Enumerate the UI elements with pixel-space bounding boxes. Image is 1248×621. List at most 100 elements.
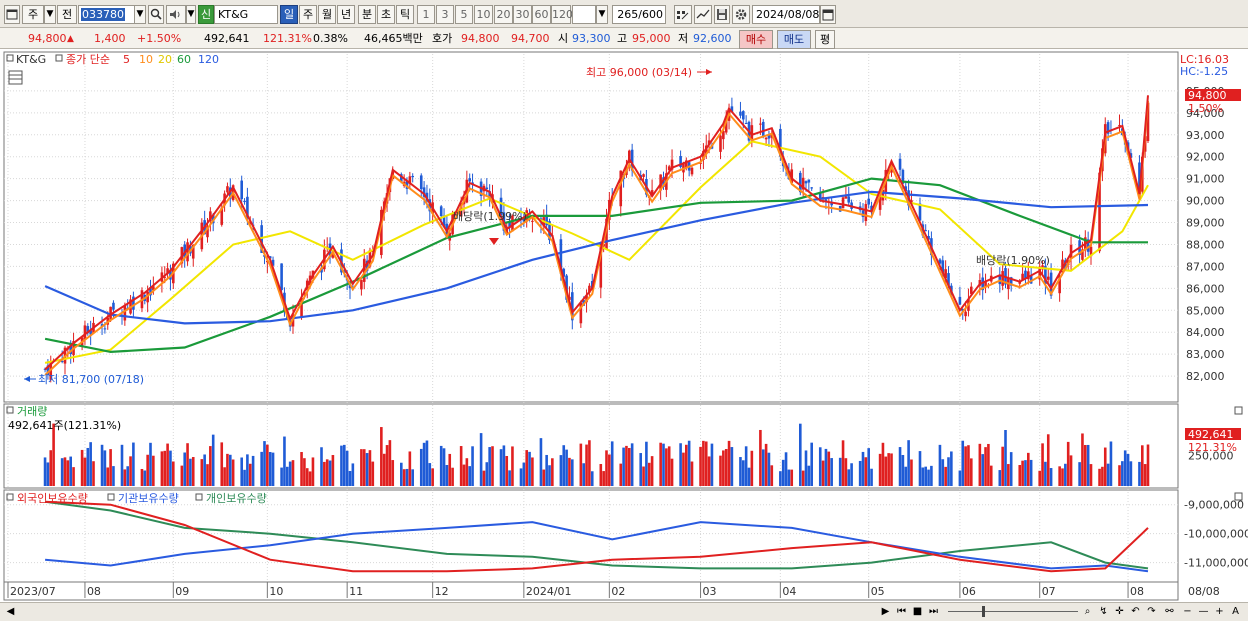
month-label: 09 bbox=[175, 585, 189, 598]
market-select[interactable]: 주 bbox=[22, 5, 44, 24]
link-icon[interactable]: ⚯ bbox=[1165, 606, 1174, 617]
panel-menu-icon[interactable] bbox=[107, 493, 115, 501]
volume-bar bbox=[739, 457, 742, 486]
table-icon[interactable] bbox=[8, 70, 23, 85]
volume-bar bbox=[559, 455, 563, 486]
interval-120[interactable]: 120 bbox=[551, 5, 573, 24]
panel-menu-icon[interactable] bbox=[195, 493, 203, 501]
chart-tool-icon[interactable] bbox=[694, 5, 712, 24]
save-icon[interactable] bbox=[714, 5, 730, 24]
interval-30[interactable]: 30 bbox=[513, 5, 532, 24]
prev-button[interactable]: 전 bbox=[57, 5, 77, 24]
zoom-slider-thumb[interactable] bbox=[982, 606, 985, 617]
volume-bar bbox=[229, 454, 232, 486]
speaker-icon[interactable] bbox=[166, 5, 186, 24]
price-tick-label: 88,000 bbox=[1186, 238, 1225, 251]
volume-bar bbox=[160, 451, 164, 486]
measure-icon[interactable]: ↯ bbox=[1099, 606, 1108, 617]
price-value: 94,800 bbox=[28, 32, 67, 45]
tool-icon[interactable] bbox=[674, 5, 692, 24]
interval-3[interactable]: 3 bbox=[436, 5, 454, 24]
close-icon[interactable] bbox=[1234, 406, 1243, 415]
tab-monthly[interactable]: 월 bbox=[318, 5, 336, 24]
volume-bar bbox=[659, 442, 662, 486]
search-icon[interactable] bbox=[148, 5, 164, 24]
volume-bar bbox=[1141, 445, 1144, 486]
tab-minute[interactable]: 분 bbox=[358, 5, 376, 24]
volume-bar bbox=[901, 454, 905, 486]
interval-20[interactable]: 20 bbox=[494, 5, 513, 24]
undo-icon[interactable]: ↶ bbox=[1131, 606, 1140, 617]
volume-bar bbox=[989, 465, 993, 486]
candle-body bbox=[331, 254, 335, 258]
zoom-in-icon[interactable]: + bbox=[1215, 606, 1224, 617]
tab-tick[interactable]: 틱 bbox=[396, 5, 414, 24]
rewind-icon[interactable]: ⏮ bbox=[897, 606, 906, 617]
volume-bar bbox=[129, 456, 132, 486]
candle-body bbox=[280, 263, 283, 291]
chevron-down-icon[interactable]: ▼ bbox=[186, 5, 196, 24]
zoom-slider-track[interactable] bbox=[948, 611, 1078, 612]
font-size-icon[interactable]: A bbox=[1232, 606, 1239, 617]
candle-body bbox=[422, 187, 426, 197]
interval-5[interactable]: 5 bbox=[455, 5, 473, 24]
count-field[interactable]: 265/600 bbox=[612, 5, 666, 24]
candle-body bbox=[702, 150, 705, 160]
ma60-legend: 60 bbox=[177, 53, 191, 66]
redo-icon[interactable]: ↷ bbox=[1147, 606, 1156, 617]
volume-bar bbox=[927, 469, 930, 486]
forward-icon[interactable]: ⏭ bbox=[929, 606, 938, 617]
candle-body bbox=[408, 176, 412, 184]
scroll-left-icon[interactable]: ◀ bbox=[6, 606, 15, 617]
tab-weekly[interactable]: 주 bbox=[299, 5, 317, 24]
zoom-bar-icon[interactable]: — bbox=[1198, 606, 1209, 617]
volume-bar bbox=[72, 467, 75, 486]
close-icon[interactable] bbox=[1234, 492, 1243, 501]
stock-name-field[interactable]: KT&G bbox=[214, 5, 278, 24]
buy-button[interactable]: 매수 bbox=[739, 30, 773, 49]
stock-chart[interactable]: 82,000 83,000 84,000 85,000 86,000 87,000 88,0… bbox=[0, 50, 1248, 602]
eval-button[interactable]: 평 bbox=[815, 30, 835, 49]
interval-60[interactable]: 60 bbox=[532, 5, 551, 24]
bid-price: 94,700 bbox=[511, 32, 550, 45]
zoom-tool-icon[interactable]: ⌕ bbox=[1084, 606, 1091, 617]
chart-scrollbar[interactable]: ◀ ▶ ⏮ ■ ⏭ ⌕ ↯ ✛ ↶ ↷ ⚯ − — + A bbox=[0, 602, 1248, 621]
chart-area[interactable]: 82,000 83,000 84,000 85,000 86,000 87,000 88,0… bbox=[0, 50, 1248, 602]
tab-second[interactable]: 초 bbox=[377, 5, 395, 24]
volume-bar bbox=[571, 459, 574, 486]
gear-icon[interactable] bbox=[732, 5, 750, 24]
window-icon[interactable] bbox=[4, 5, 20, 24]
volume-bar bbox=[362, 449, 366, 486]
tab-daily[interactable]: 일 bbox=[280, 5, 298, 24]
panel-menu-icon[interactable] bbox=[6, 493, 14, 501]
custom-interval-input[interactable] bbox=[572, 5, 596, 24]
date-input[interactable]: 2024/08/08 bbox=[752, 5, 820, 24]
volume-bar bbox=[602, 471, 605, 486]
zoom-out-icon[interactable]: − bbox=[1183, 606, 1192, 617]
calendar-icon[interactable] bbox=[820, 5, 836, 24]
panel-menu-icon[interactable] bbox=[6, 54, 14, 62]
interval-1[interactable]: 1 bbox=[417, 5, 435, 24]
chevron-down-icon[interactable]: ▼ bbox=[134, 5, 146, 24]
volume-bar bbox=[847, 469, 851, 486]
candle-body bbox=[260, 225, 263, 253]
candle-body bbox=[488, 191, 491, 199]
panel-menu-icon[interactable] bbox=[6, 406, 14, 414]
tab-yearly[interactable]: 년 bbox=[337, 5, 355, 24]
scroll-right-icon[interactable]: ▶ bbox=[881, 606, 890, 617]
stock-code-input[interactable]: 033780 bbox=[78, 5, 136, 24]
stop-icon[interactable]: ■ bbox=[912, 606, 923, 617]
sell-button[interactable]: 매도 bbox=[777, 30, 811, 49]
y-axis-ticks: 82,000 83,000 84,000 85,000 86,000 87,000 88,0… bbox=[1184, 85, 1248, 570]
volume-tag-text: 492,641 bbox=[1188, 428, 1234, 441]
volume-bar bbox=[759, 429, 762, 486]
x-axis-end-label: 08/08 bbox=[1188, 585, 1220, 598]
volume-bar bbox=[251, 455, 255, 486]
chevron-down-icon[interactable]: ▼ bbox=[596, 5, 608, 24]
panel-menu-icon[interactable] bbox=[55, 54, 63, 62]
chevron-down-icon[interactable]: ▼ bbox=[44, 5, 56, 24]
interval-10[interactable]: 10 bbox=[474, 5, 493, 24]
volume-bar bbox=[419, 448, 423, 486]
crosshair-icon[interactable]: ✛ bbox=[1115, 606, 1124, 617]
foreign-holdings-legend: 외국인보유수량 bbox=[17, 492, 88, 505]
